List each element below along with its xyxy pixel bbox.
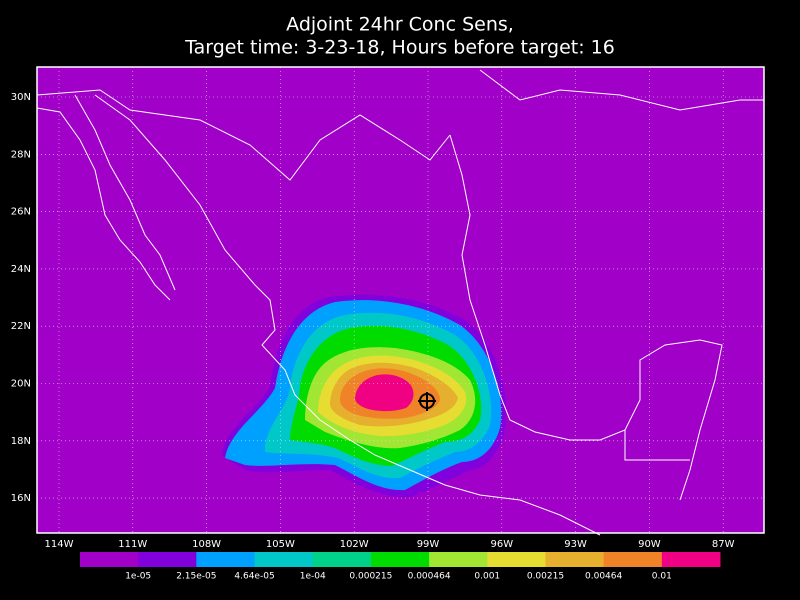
lon-label: 90W bbox=[638, 539, 661, 550]
colorbar-swatch bbox=[370, 552, 430, 567]
lon-label: 108W bbox=[192, 539, 221, 550]
title-line: Adjoint 24hr Conc Sens, bbox=[286, 14, 514, 36]
map-plot bbox=[36, 66, 765, 536]
graticule bbox=[37, 67, 764, 533]
colorbar-label: 0.01 bbox=[652, 572, 672, 582]
lat-label: 30N bbox=[11, 92, 31, 103]
lon-label: 102W bbox=[340, 539, 369, 550]
axis-labels: 30N 28N 26N 24N 22N 20N 18N 16N 114W 111W 108W 105W… bbox=[11, 92, 735, 550]
coastline bbox=[74, 94, 176, 291]
lat-label: 28N bbox=[11, 149, 31, 160]
colorbar-swatch bbox=[661, 552, 721, 567]
lat-label: 16N bbox=[11, 493, 31, 504]
lon-label: 93W bbox=[564, 539, 587, 550]
colorbar-label: 0.001 bbox=[474, 572, 500, 582]
colorbar-label: 0.000215 bbox=[349, 572, 392, 582]
coastlines bbox=[36, 69, 764, 536]
colorbar-swatch bbox=[603, 552, 663, 567]
lat-label: 18N bbox=[11, 436, 31, 447]
colorbar-label: 0.00215 bbox=[527, 572, 564, 582]
colorbar-swatch bbox=[80, 552, 139, 567]
colorbar-label: 2.15e-05 bbox=[176, 572, 216, 582]
lat-label: 22N bbox=[11, 321, 31, 332]
colorbar: 1e-05 2.15e-05 4.64e-05 1e-04 0.000215 0.0004… bbox=[80, 552, 721, 582]
target-marker bbox=[418, 392, 436, 411]
border bbox=[624, 430, 690, 461]
colorbar-label: 1e-05 bbox=[125, 572, 151, 582]
colorbar-swatch bbox=[487, 552, 546, 567]
coastline bbox=[479, 69, 764, 111]
coastline bbox=[449, 134, 723, 501]
colorbar-swatch bbox=[196, 552, 256, 567]
lon-label: 87W bbox=[712, 539, 735, 550]
lat-label: 24N bbox=[11, 264, 31, 275]
lat-label: 26N bbox=[11, 207, 31, 218]
border bbox=[36, 89, 451, 181]
lon-label: 114W bbox=[45, 539, 74, 550]
colorbar-label: 0.000464 bbox=[408, 572, 451, 582]
lon-label: 111W bbox=[118, 539, 147, 550]
colorbar-swatch bbox=[138, 552, 197, 567]
colorbar-swatch bbox=[429, 552, 488, 567]
colorbar-swatch bbox=[254, 552, 314, 567]
colorbar-label: 1e-04 bbox=[300, 572, 326, 582]
lon-label: 105W bbox=[266, 539, 295, 550]
coastline bbox=[36, 107, 171, 301]
lon-label: 96W bbox=[490, 539, 513, 550]
lon-label: 99W bbox=[417, 539, 440, 550]
colorbar-swatch bbox=[312, 552, 372, 567]
title-line: Target time: 3-23-18, Hours before targe… bbox=[184, 37, 615, 59]
lat-label: 20N bbox=[11, 379, 31, 390]
colorbar-label: 4.64e-05 bbox=[234, 572, 274, 582]
colorbar-label: 0.00464 bbox=[585, 572, 622, 582]
map-frame bbox=[36, 66, 765, 534]
colorbar-swatch bbox=[545, 552, 605, 567]
coastline bbox=[94, 94, 601, 536]
